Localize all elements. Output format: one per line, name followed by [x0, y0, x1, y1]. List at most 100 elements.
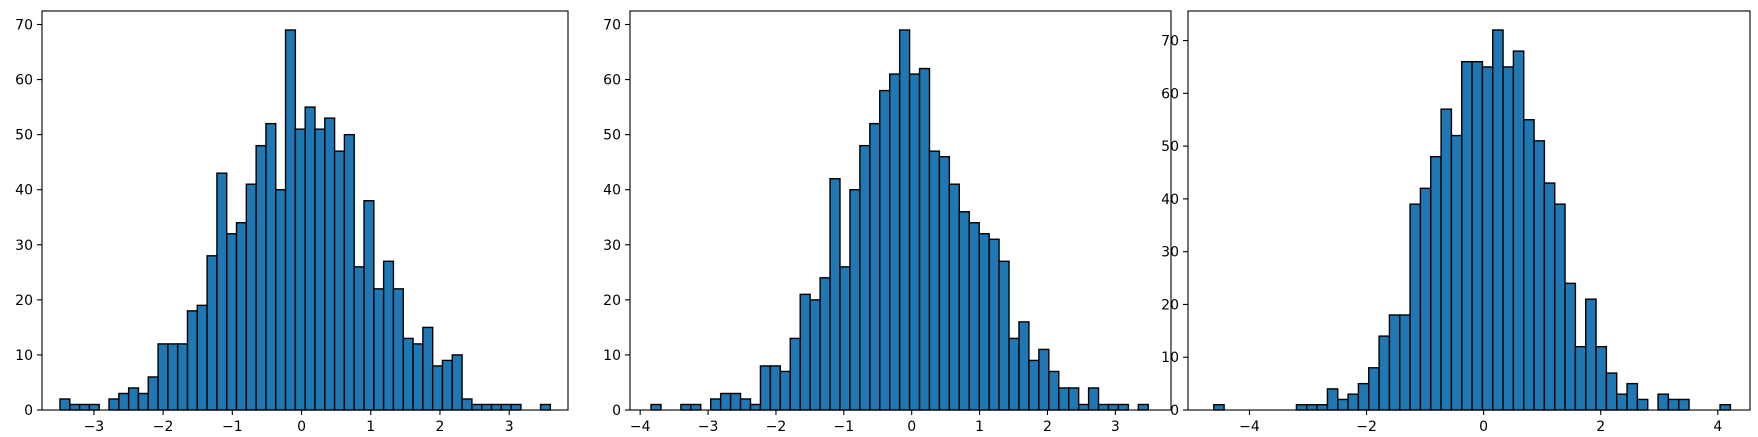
histogram-2-bar-50: [1137, 403, 1149, 411]
histogram-1-bar-13: [176, 343, 189, 411]
histogram-2-bar-41: [1048, 370, 1060, 411]
histogram-2-bar-40: [1038, 348, 1050, 411]
histogram-3-bar-36: [1574, 345, 1587, 411]
histogram-2-bar-46: [1097, 403, 1110, 411]
histogram-3-x-tick-label: 2: [1596, 419, 1605, 435]
histogram-1-bar-43: [471, 403, 483, 411]
histogram-1-bar-16: [206, 255, 218, 411]
histogram-3-bar-32: [1533, 140, 1546, 411]
histogram-3-bar-30: [1512, 50, 1525, 411]
histogram-3-bar-28: [1492, 29, 1504, 411]
histogram-1-bar-46: [500, 403, 512, 411]
histogram-1-x-tick-label: −2: [153, 419, 174, 435]
histogram-1-bar-10: [147, 376, 159, 411]
histogram-2-bar-4: [680, 403, 692, 411]
histogram-3-bar-46: [1678, 398, 1690, 411]
histogram-3-bar-26: [1471, 60, 1484, 411]
histogram-2-bar-28: [918, 67, 931, 411]
histogram-1-bar-41: [451, 354, 463, 411]
histogram-2-bar-45: [1087, 387, 1100, 411]
histogram-1-bar-20: [245, 183, 257, 411]
histogram-2-bar-34: [978, 233, 990, 411]
histogram-2-y-tick-label: 20: [603, 293, 621, 309]
histogram-2-x-tick-label: −4: [630, 419, 651, 435]
histogram-2-bar-16: [799, 293, 811, 411]
histogram-2-bar-19: [829, 177, 841, 411]
histogram-3-bar-13: [1337, 398, 1349, 411]
histogram-2-bar-23: [869, 122, 881, 411]
histogram-3-bar-23: [1440, 108, 1453, 411]
histogram-2-bar-33: [968, 222, 980, 411]
histogram-2-bar-20: [839, 266, 851, 411]
histogram-3-axes-frame: [1187, 10, 1751, 411]
histogram-1-bar-9: [137, 392, 149, 411]
histogram-2-bar-9: [729, 392, 742, 411]
histogram-1-bar-31: [353, 266, 365, 411]
histogram-3-bar-9: [1295, 404, 1308, 411]
histogram-1-x-tick-label: −1: [222, 419, 243, 435]
histogram-2-bar-12: [759, 365, 772, 411]
histogram-2-bar-5: [690, 403, 702, 411]
histogram-1-y-tick-label: 40: [15, 183, 33, 199]
histogram-2-bar-24: [879, 89, 891, 411]
histogram-1-bar-22: [265, 122, 277, 411]
histogram-3-bar-16: [1368, 367, 1380, 411]
histogram-1-bar-37: [412, 343, 424, 411]
histogram-2-x-tick-label: 0: [907, 419, 916, 435]
histogram-1-bar-40: [441, 359, 453, 411]
histogram-2-y-tick-label: 70: [603, 17, 621, 33]
histogram-3-bar-24: [1450, 134, 1463, 411]
histogram-1-y-tick-label: 10: [15, 348, 33, 364]
histogram-3-bar-40: [1616, 393, 1628, 411]
histogram-2-y-tick-label: 10: [603, 348, 621, 364]
histogram-3-bar-12: [1326, 388, 1339, 411]
histogram-1-bar-19: [235, 222, 248, 411]
histogram-1-bar-26: [304, 106, 316, 411]
histogram-2-y-tick-label: 0: [612, 403, 621, 419]
histogram-1-bar-8: [127, 387, 140, 411]
histogram-3-bar-1: [1213, 404, 1225, 411]
histogram-2-bar-13: [769, 365, 782, 411]
histogram-1-y-tick-label: 20: [15, 293, 33, 309]
histogram-1-bar-17: [216, 172, 228, 411]
histogram-2-y-tick-label: 60: [603, 73, 621, 89]
histogram-2-bar-14: [779, 370, 791, 411]
histogram-2-x-tick-label: −3: [698, 419, 719, 435]
histogram-2-bar-15: [789, 337, 801, 411]
histogram-1-x-tick-label: 3: [505, 419, 514, 435]
histogram-1-bar-14: [186, 310, 199, 411]
histogram-1-bar-25: [294, 128, 306, 411]
histogram-3-bar-34: [1554, 203, 1566, 411]
histogram-3-y-tick-label: 0: [1170, 403, 1179, 419]
histogram-2-bar-22: [859, 144, 871, 411]
histogram-3-bar-18: [1388, 314, 1401, 411]
histogram-2-bar-11: [749, 403, 762, 411]
histogram-2-bar-21: [849, 189, 861, 411]
histogram-3-bar-11: [1316, 404, 1329, 411]
histogram-2-bar-10: [739, 398, 752, 411]
histogram-1-bar-42: [461, 398, 473, 411]
histogram-2-bar-38: [1018, 321, 1030, 411]
histogram-2-y-tick-label: 30: [603, 238, 621, 254]
histogram-1-bar-7: [118, 392, 130, 411]
histogram-3-bar-20: [1409, 203, 1422, 411]
histogram-1-bar-3: [78, 403, 91, 411]
histogram-1-y-tick-label: 60: [15, 73, 33, 89]
histogram-2-x-tick-label: 1: [975, 419, 984, 435]
histogram-2-bar-37: [1008, 337, 1020, 411]
histogram-1-y-tick-label: 0: [24, 403, 33, 419]
histogram-2-bar-25: [889, 73, 901, 411]
histogram-1-bar-50: [539, 403, 552, 411]
histogram-1-bar-32: [363, 200, 375, 411]
histogram-2-axes-frame: [629, 10, 1172, 411]
histogram-2-bar-29: [928, 150, 941, 411]
histogram-2-bar-39: [1028, 359, 1040, 411]
histogram-2-bar-44: [1077, 403, 1090, 411]
histogram-3-y-tick-label: 50: [1161, 139, 1179, 155]
histogram-1-bar-4: [88, 403, 100, 411]
histogram-3-y-tick-label: 40: [1161, 192, 1179, 208]
histogram-3-bar-31: [1523, 119, 1535, 411]
histogram-3-x-tick-label: 0: [1479, 419, 1488, 435]
histogram-3-bar-35: [1564, 282, 1577, 411]
histogram-3-bar-45: [1667, 398, 1680, 411]
